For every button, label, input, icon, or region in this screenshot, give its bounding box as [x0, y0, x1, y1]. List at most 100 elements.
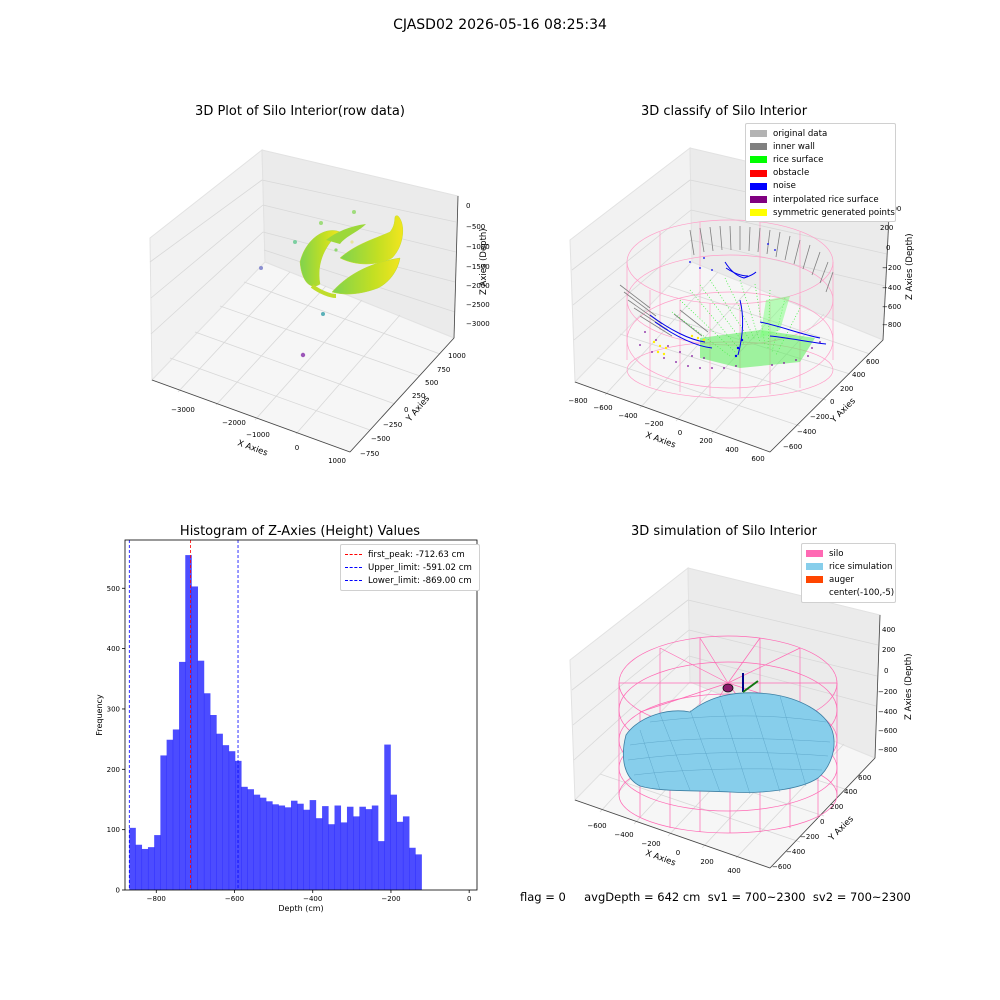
- svg-text:−800: −800: [878, 746, 897, 754]
- histogram-xtick-label: 0: [467, 895, 471, 903]
- raw-ytick: 250: [412, 392, 425, 400]
- histogram-bar: [328, 824, 335, 890]
- histogram-ylabel: Frequency: [95, 694, 104, 736]
- histogram-bar: [197, 660, 205, 890]
- svg-text:200: 200: [699, 437, 712, 445]
- simulation-3d-ticks: −600 −400 −200 0 200 400 −600 −400 −200 …: [587, 626, 897, 875]
- svg-text:−600: −600: [783, 443, 802, 451]
- legend-swatch: [806, 550, 823, 558]
- histogram-ytick-label: 200: [107, 766, 120, 774]
- svg-text:−400: −400: [878, 708, 897, 716]
- svg-text:0: 0: [884, 667, 888, 675]
- raw-plot-title: 3D Plot of Silo Interior(row data): [195, 104, 405, 119]
- histogram-bar: [241, 786, 248, 890]
- raw-ytick: −250: [383, 421, 402, 429]
- histogram-ytick-label: 0: [116, 887, 120, 895]
- histogram-bar: [160, 755, 167, 890]
- histogram-bar: [247, 789, 254, 890]
- histogram-bar: [309, 800, 317, 890]
- svg-text:400: 400: [844, 788, 857, 796]
- svg-text:−200: −200: [810, 413, 829, 421]
- legend-swatch: [806, 563, 823, 571]
- raw-zlabel: Z Axies (Depth): [479, 228, 489, 295]
- histogram-bar: [203, 693, 211, 890]
- classify-scene: [619, 219, 834, 399]
- simulation-zlabel: Z Axies (Depth): [904, 653, 914, 720]
- svg-text:−400: −400: [786, 848, 805, 856]
- histogram-bar: [303, 809, 310, 890]
- legend-item-obstacle: obstacle: [750, 167, 891, 180]
- classify-xlabel: X Axies: [644, 430, 677, 450]
- raw-3d-axes: [149, 148, 459, 453]
- svg-text:400: 400: [727, 867, 740, 875]
- status-footer: flag = 0 avgDepth = 642 cm sv1 = 700~230…: [520, 890, 911, 904]
- histogram-frame: [124, 539, 478, 891]
- histogram-bar: [216, 733, 223, 890]
- legend-item-noise: noise: [750, 180, 891, 193]
- histogram-xtick-label: −400: [303, 895, 322, 903]
- histogram-bar: [290, 800, 298, 890]
- svg-text:200: 200: [880, 224, 893, 232]
- svg-text:−400: −400: [797, 428, 816, 436]
- legend-item-auger: auger: [806, 573, 891, 586]
- histogram-bar: [154, 835, 161, 890]
- svg-text:0: 0: [830, 398, 834, 406]
- svg-text:−400: −400: [618, 412, 637, 420]
- histogram-bar: [297, 803, 304, 890]
- histogram-bar: [272, 804, 279, 890]
- classify-plot-title: 3D classify of Silo Interior: [640, 104, 808, 119]
- legend-swatch: [750, 209, 767, 217]
- histogram-xtick-label: −600: [225, 895, 244, 903]
- svg-text:−200: −200: [644, 420, 663, 428]
- histogram-bar: [210, 715, 217, 890]
- histogram-xtick-label: −800: [147, 895, 166, 903]
- histogram-bar: [384, 744, 391, 890]
- histogram-bar: [129, 827, 136, 890]
- raw-xtick: 1000: [328, 457, 346, 465]
- histogram-bar: [166, 739, 174, 890]
- simulation-legend: silo rice simulation auger center(-100,-…: [801, 543, 896, 603]
- histogram-bar: [172, 729, 180, 890]
- legend-line: [345, 567, 362, 569]
- raw-ztick: −2000: [466, 282, 490, 290]
- svg-text:0: 0: [820, 818, 824, 826]
- histogram-bar: [334, 805, 342, 890]
- legend-item-interpolated-rice-surface: interpolated rice surface: [750, 193, 891, 206]
- svg-text:−400: −400: [614, 831, 633, 839]
- svg-text:0: 0: [678, 429, 682, 437]
- svg-text:−200: −200: [641, 840, 660, 848]
- raw-xtick: −2000: [222, 419, 246, 427]
- svg-text:200: 200: [882, 646, 895, 654]
- raw-ztick: −1500: [466, 263, 490, 271]
- histogram-bar: [222, 745, 230, 890]
- histogram-bar: [185, 555, 192, 890]
- histogram-bar: [353, 816, 360, 890]
- legend-item-rice-simulation: rice simulation: [806, 560, 892, 573]
- svg-text:600: 600: [866, 358, 879, 366]
- svg-text:−600: −600: [772, 863, 791, 871]
- histogram-bar: [253, 794, 261, 890]
- histogram-bar: [359, 806, 366, 890]
- histogram-bar: [228, 751, 236, 890]
- legend-swatch: [750, 169, 767, 177]
- legend-swatch: [750, 156, 767, 164]
- histogram-ytick-label: 300: [107, 705, 120, 713]
- legend-swatch: [806, 576, 823, 584]
- classify-zlabel: Z Axies (Depth): [905, 233, 915, 300]
- raw-3d-ticks: −3000 −2000 −1000 0 1000 −750 −500 −250 …: [171, 202, 490, 465]
- histogram-bar: [141, 848, 149, 890]
- svg-text:−600: −600: [878, 727, 897, 735]
- legend-item-original-data: original data: [750, 127, 891, 140]
- raw-ytick: 750: [437, 366, 450, 374]
- histogram-bar: [191, 586, 199, 890]
- raw-xtick: 0: [295, 444, 299, 452]
- legend-line: [345, 580, 362, 582]
- svg-text:−200: −200: [878, 688, 897, 696]
- legend-swatch: [750, 182, 767, 190]
- histogram-ytick-label: 100: [107, 826, 120, 834]
- histogram-bar: [315, 818, 323, 890]
- raw-xlabel: X Axies: [236, 438, 269, 458]
- legend-swatch: [750, 143, 767, 151]
- histogram-bar: [402, 816, 410, 890]
